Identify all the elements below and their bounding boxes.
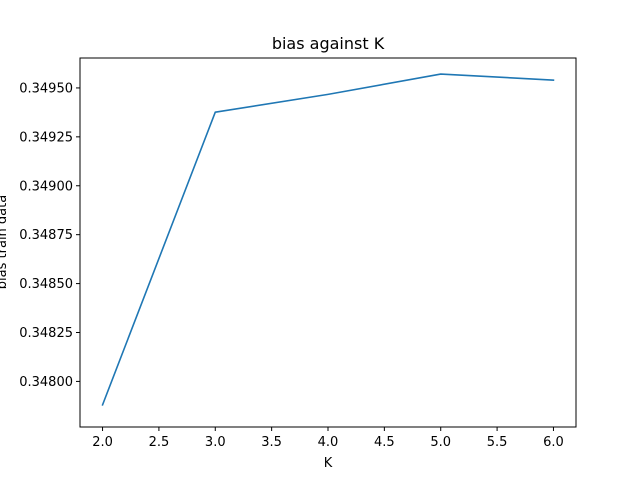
y-tick-label: 0.34825 <box>19 326 73 341</box>
chart-title: bias against K <box>272 34 385 53</box>
y-tick-label: 0.34800 <box>19 375 73 390</box>
y-axis-label: bias train data <box>0 195 10 289</box>
y-tick-label: 0.34900 <box>19 179 73 194</box>
y-tick-label: 0.34875 <box>19 228 73 243</box>
x-tick-label: 3.0 <box>205 435 226 450</box>
x-tick-label: 4.5 <box>374 435 395 450</box>
y-tick-label: 0.34850 <box>19 277 73 292</box>
y-tick-label: 0.34950 <box>19 81 73 96</box>
x-tick-label: 6.0 <box>543 435 564 450</box>
x-tick-label: 2.5 <box>149 435 170 450</box>
y-axis: 0.34800 0.34825 0.34850 0.34875 0.34900 0.349… <box>19 81 80 390</box>
y-tick-label: 0.34925 <box>19 130 73 145</box>
x-tick-label: 5.5 <box>487 435 508 450</box>
x-tick-label: 5.0 <box>430 435 451 450</box>
x-tick-label: 3.5 <box>261 435 282 450</box>
x-tick-label: 4.0 <box>318 435 339 450</box>
x-axis-label: K <box>324 456 333 471</box>
bias-series-line <box>101 73 555 406</box>
x-tick-label: 2.0 <box>92 435 113 450</box>
x-axis: 2.0 2.5 3.0 3.5 4.0 4.5 5.0 5.5 6.0 <box>92 427 564 450</box>
